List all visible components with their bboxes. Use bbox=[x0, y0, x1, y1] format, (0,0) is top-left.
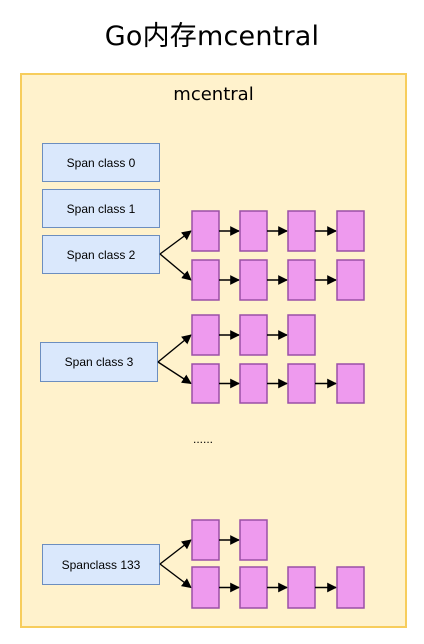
span-node bbox=[191, 210, 220, 252]
span-node bbox=[239, 314, 268, 356]
branch-arrow bbox=[157, 334, 192, 363]
mcentral-label: mcentral bbox=[173, 84, 254, 105]
span-node bbox=[287, 363, 316, 404]
span-class-2: Span class 2 bbox=[42, 235, 160, 274]
span-class-1: Span class 1 bbox=[42, 189, 160, 228]
span-node bbox=[336, 566, 365, 609]
span-node bbox=[191, 566, 220, 609]
span-class-0: Span class 0 bbox=[42, 143, 160, 182]
span-node bbox=[191, 314, 220, 356]
span-class-133: Spanclass 133 bbox=[42, 544, 160, 585]
span-node bbox=[239, 566, 268, 609]
span-node bbox=[239, 259, 268, 301]
branch-arrow bbox=[159, 253, 192, 281]
span-node bbox=[287, 259, 316, 301]
span-node bbox=[239, 519, 268, 561]
span-node bbox=[287, 314, 316, 356]
span-node bbox=[239, 210, 268, 252]
branch-arrow bbox=[159, 230, 192, 255]
page-title: Go内存mcentral bbox=[104, 21, 320, 52]
span-class-3: Span class 3 bbox=[40, 342, 158, 382]
span-node bbox=[191, 519, 220, 561]
span-node bbox=[336, 259, 365, 301]
span-node bbox=[239, 363, 268, 404]
ellipsis-text: ...... bbox=[193, 432, 214, 446]
span-node bbox=[191, 363, 220, 404]
span-node bbox=[287, 566, 316, 609]
span-node bbox=[336, 363, 365, 404]
branch-arrow bbox=[157, 361, 192, 385]
branch-arrow bbox=[159, 539, 192, 565]
span-node bbox=[287, 210, 316, 252]
span-node bbox=[191, 259, 220, 301]
span-node bbox=[336, 210, 365, 252]
branch-arrow bbox=[159, 563, 192, 589]
